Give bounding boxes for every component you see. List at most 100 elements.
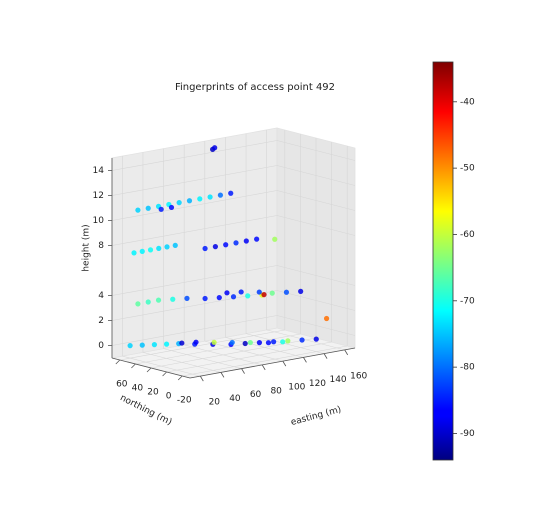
chart-title: Fingerprints of access point 492 <box>175 82 335 93</box>
z-axis-label: height (m) <box>82 224 92 271</box>
grid-line <box>111 140 278 171</box>
point <box>285 338 291 344</box>
z-tick-label: 8 <box>98 241 104 251</box>
x-tick <box>323 353 328 359</box>
colorbar-tick-label: -60 <box>460 230 475 240</box>
colorbar <box>432 61 454 461</box>
z-tick-label: 14 <box>93 166 105 176</box>
point <box>135 301 141 307</box>
z-tick-label: 12 <box>93 191 104 201</box>
grid-line <box>276 165 356 186</box>
point <box>323 315 330 322</box>
point <box>197 196 203 202</box>
point <box>298 288 304 294</box>
x-tick <box>282 360 287 367</box>
point <box>139 342 145 348</box>
point <box>217 192 224 198</box>
grid-line <box>166 341 332 373</box>
point <box>254 236 260 242</box>
point <box>186 198 193 204</box>
point <box>163 341 170 347</box>
x-tick <box>241 368 245 374</box>
point <box>145 299 151 305</box>
x-tick-label: 120 <box>309 379 326 389</box>
colorbar-tick-label: -70 <box>460 296 475 306</box>
z-tick-label: 10 <box>93 216 105 226</box>
pane-back-left <box>111 127 278 359</box>
x-tick-label: 80 <box>270 386 282 396</box>
grid-line <box>135 333 301 365</box>
point <box>184 295 190 301</box>
grid-line <box>276 190 356 211</box>
point <box>233 240 239 246</box>
point <box>243 238 249 244</box>
grid-line <box>182 345 348 377</box>
point <box>238 289 244 295</box>
x-tick <box>199 375 204 382</box>
x-axis <box>189 347 356 379</box>
x-tick <box>220 372 225 378</box>
colorbar-tick-label: -40 <box>460 97 475 107</box>
z-tick-label: 2 <box>98 316 104 326</box>
x-tick-label: 100 <box>288 383 305 393</box>
point <box>223 242 229 248</box>
point <box>228 190 234 196</box>
point <box>247 339 253 346</box>
y-tick <box>115 359 121 365</box>
grid-line <box>276 215 356 236</box>
colorbar-tick-label: -50 <box>460 164 475 174</box>
grid-line <box>111 265 278 296</box>
x-tick-label: 40 <box>229 394 241 404</box>
z-tick-label: 4 <box>98 291 104 301</box>
point <box>261 292 267 298</box>
point <box>176 200 182 206</box>
grid-line <box>276 315 356 336</box>
grid-line <box>111 190 278 221</box>
point <box>151 342 158 348</box>
point <box>269 290 275 296</box>
point <box>230 294 237 300</box>
point <box>145 205 151 211</box>
point <box>156 245 162 251</box>
point <box>280 339 286 345</box>
point <box>164 244 170 250</box>
point <box>272 236 278 242</box>
y-tick-label: 40 <box>132 384 144 394</box>
point <box>147 247 154 253</box>
point <box>245 293 251 299</box>
point <box>202 295 208 302</box>
x-tick <box>303 357 307 363</box>
x-tick <box>344 349 349 356</box>
grid-line <box>119 329 285 361</box>
x-axis-label: easting (m) <box>290 405 343 428</box>
y-tick-label: -20 <box>177 396 192 406</box>
y-tick <box>177 375 183 381</box>
point <box>211 339 217 345</box>
point <box>212 244 218 250</box>
point <box>299 337 305 343</box>
grid-line <box>276 265 356 286</box>
point <box>224 290 230 296</box>
grid-line <box>111 215 278 246</box>
colorbar-tick-label: -80 <box>460 363 475 373</box>
point <box>216 295 222 301</box>
y-tick-label: 20 <box>147 388 159 398</box>
y-tick <box>162 371 167 377</box>
point <box>131 250 137 256</box>
point <box>212 145 218 151</box>
grid-line <box>276 140 356 161</box>
x-tick-label: 20 <box>209 398 221 408</box>
x-tick-label: 160 <box>350 371 367 381</box>
x-tick <box>261 364 266 371</box>
x-tick-label: 140 <box>329 375 346 385</box>
point <box>168 204 175 211</box>
point <box>313 336 319 342</box>
point <box>229 339 235 346</box>
point <box>170 296 176 302</box>
point <box>202 245 208 252</box>
point <box>135 207 141 213</box>
y-tick <box>131 363 136 369</box>
point <box>139 248 145 254</box>
point <box>242 340 248 347</box>
